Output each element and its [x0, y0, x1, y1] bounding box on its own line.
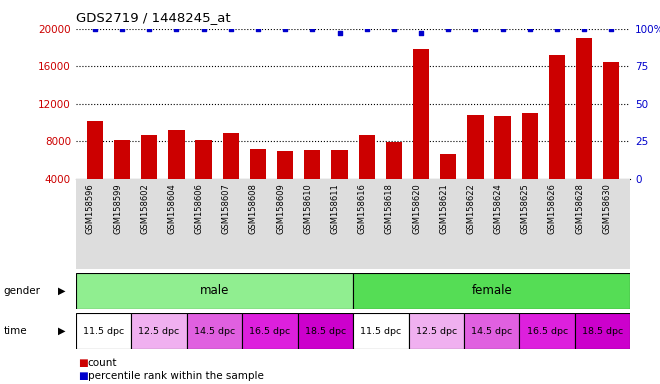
Point [579, 26, 589, 32]
Bar [131, 313, 187, 349]
Text: GSM158626: GSM158626 [548, 183, 557, 234]
Text: 11.5 dpc: 11.5 dpc [83, 327, 124, 336]
Point [443, 26, 453, 32]
Text: GSM158608: GSM158608 [249, 183, 258, 234]
Text: male: male [200, 285, 229, 297]
Bar [519, 313, 575, 349]
Text: GSM158602: GSM158602 [141, 183, 149, 234]
Point [144, 26, 154, 32]
Point [117, 26, 127, 32]
Point [552, 26, 562, 32]
Text: ▶: ▶ [57, 286, 65, 296]
Point [525, 26, 535, 32]
Bar [385, 142, 402, 179]
Text: GSM158618: GSM158618 [385, 183, 394, 234]
Text: ■: ■ [78, 371, 88, 381]
Bar [467, 115, 484, 179]
Point [334, 30, 345, 36]
Text: GSM158630: GSM158630 [603, 183, 611, 234]
Bar [331, 151, 348, 179]
Bar [222, 133, 239, 179]
Text: 16.5 dpc: 16.5 dpc [249, 327, 290, 336]
Text: GSM158622: GSM158622 [467, 183, 475, 234]
Text: count: count [88, 358, 117, 368]
Text: GSM158621: GSM158621 [439, 183, 448, 234]
Text: GSM158596: GSM158596 [86, 183, 95, 234]
Bar [603, 61, 620, 179]
Text: GSM158599: GSM158599 [113, 183, 122, 234]
Point [416, 30, 426, 36]
Bar [298, 313, 353, 349]
Bar [409, 313, 464, 349]
Bar [494, 116, 511, 179]
Text: GSM158604: GSM158604 [168, 183, 176, 234]
Bar [353, 273, 630, 309]
Text: gender: gender [3, 286, 40, 296]
Text: GSM158624: GSM158624 [494, 183, 502, 234]
Bar [575, 313, 630, 349]
Bar [86, 121, 103, 179]
Bar [548, 55, 565, 179]
Bar [76, 273, 353, 309]
Text: 12.5 dpc: 12.5 dpc [139, 327, 180, 336]
Text: 11.5 dpc: 11.5 dpc [360, 327, 401, 336]
Text: ■: ■ [78, 358, 88, 368]
Bar [464, 313, 519, 349]
Text: 18.5 dpc: 18.5 dpc [582, 327, 623, 336]
Bar [168, 130, 185, 179]
Text: GDS2719 / 1448245_at: GDS2719 / 1448245_at [76, 12, 230, 25]
Text: 16.5 dpc: 16.5 dpc [527, 327, 568, 336]
Bar [141, 134, 158, 179]
Text: GSM158609: GSM158609 [276, 183, 285, 234]
Point [389, 26, 399, 32]
Bar [250, 149, 266, 179]
Text: female: female [471, 285, 512, 297]
Text: 12.5 dpc: 12.5 dpc [416, 327, 457, 336]
Text: 18.5 dpc: 18.5 dpc [305, 327, 346, 336]
Text: GSM158616: GSM158616 [358, 183, 367, 234]
Bar [187, 313, 242, 349]
Text: GSM158625: GSM158625 [521, 183, 530, 234]
Point [171, 26, 182, 32]
Text: GSM158610: GSM158610 [304, 183, 312, 234]
Point [90, 26, 100, 32]
Point [199, 26, 209, 32]
Point [470, 26, 480, 32]
Text: GSM158611: GSM158611 [331, 183, 339, 234]
Point [253, 26, 263, 32]
Point [307, 26, 317, 32]
Text: 14.5 dpc: 14.5 dpc [471, 327, 512, 336]
Text: ▶: ▶ [57, 326, 65, 336]
Bar [114, 140, 130, 179]
Bar [576, 38, 592, 179]
Bar [440, 154, 456, 179]
Point [280, 26, 290, 32]
Bar [76, 313, 131, 349]
Bar [277, 151, 293, 179]
Text: 14.5 dpc: 14.5 dpc [194, 327, 235, 336]
Bar [353, 313, 409, 349]
Point [606, 26, 616, 32]
Point [362, 26, 372, 32]
Bar [304, 149, 321, 179]
Text: time: time [3, 326, 27, 336]
Bar [358, 134, 375, 179]
Text: percentile rank within the sample: percentile rank within the sample [88, 371, 263, 381]
Bar [242, 313, 298, 349]
Point [497, 26, 508, 32]
Text: GSM158620: GSM158620 [412, 183, 421, 234]
Text: GSM158606: GSM158606 [195, 183, 204, 234]
Bar [521, 113, 538, 179]
Point [226, 26, 236, 32]
Text: GSM158628: GSM158628 [575, 183, 584, 234]
Text: GSM158607: GSM158607 [222, 183, 231, 234]
Bar [413, 50, 429, 179]
Bar [195, 140, 212, 179]
